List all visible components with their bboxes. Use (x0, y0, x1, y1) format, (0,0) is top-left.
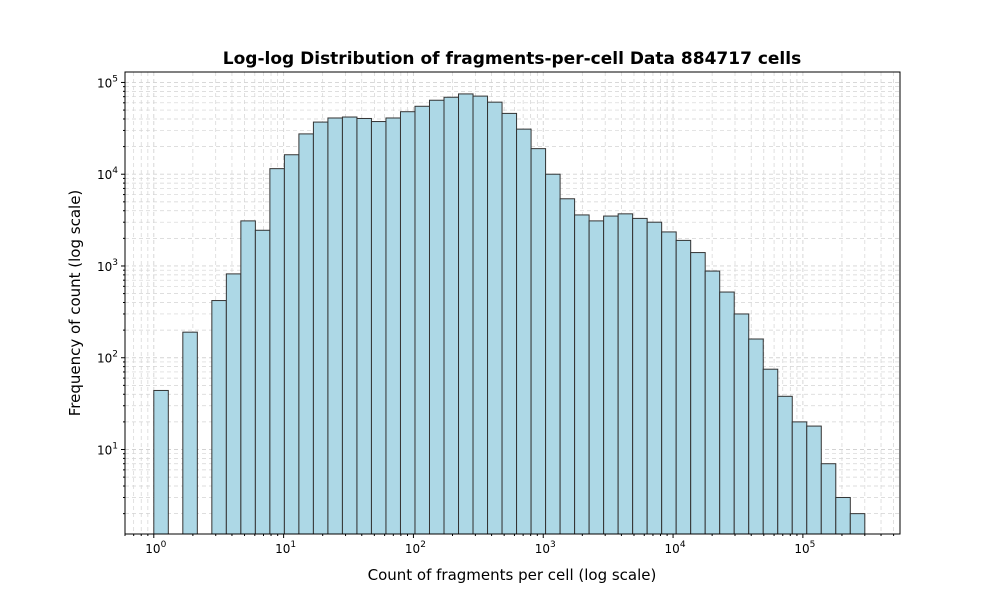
histogram-bar (269, 168, 285, 535)
histogram-bar (385, 117, 401, 535)
histogram-bar (545, 173, 561, 535)
histogram-bar (646, 221, 663, 535)
x-tick-label: 104 (665, 540, 686, 556)
histogram-bar (704, 270, 721, 535)
histogram-bar (225, 273, 242, 535)
histogram-bar (849, 513, 866, 535)
x-tick-label: 103 (535, 540, 556, 556)
histogram-bar (458, 93, 474, 535)
histogram-bar (516, 128, 532, 535)
x-axis-label: Count of fragments per cell (log scale) (368, 566, 657, 584)
histogram-bar (603, 215, 619, 535)
y-tick-label: 105 (97, 74, 118, 90)
histogram-bar (661, 231, 677, 535)
histogram-bar (719, 291, 735, 535)
histogram-bar (791, 421, 808, 535)
histogram-bar (675, 239, 692, 535)
plot-frame (124, 71, 901, 535)
x-tick-label: 105 (794, 540, 815, 556)
y-tick-label: 102 (97, 350, 118, 366)
histogram-bar (443, 96, 460, 535)
histogram-bar (820, 463, 837, 535)
histogram-bar (211, 300, 227, 535)
histogram-bar (748, 338, 764, 535)
histogram-bar (240, 220, 256, 535)
histogram-bar (617, 213, 634, 535)
histogram-bar (762, 368, 779, 535)
histogram-bar (341, 116, 358, 535)
y-tick-label: 104 (97, 166, 118, 182)
axis-ticks (121, 81, 895, 538)
histogram-bar (472, 95, 489, 535)
y-axis-label: Frequency of count (log scale) (66, 190, 84, 417)
y-tick-label: 101 (97, 442, 118, 458)
y-tick-labels: 101 102 103 104 105 (97, 74, 118, 457)
y-tick-label: 103 (97, 258, 118, 274)
x-tick-label: 100 (145, 540, 166, 556)
histogram-bar (370, 121, 387, 535)
histogram-bar (428, 99, 445, 535)
histogram-bar (733, 313, 750, 535)
x-tick-label: 102 (405, 540, 426, 556)
histogram-bar (690, 252, 706, 535)
histogram-bar (356, 117, 372, 535)
histogram-bar (153, 389, 169, 535)
histogram-bar (574, 214, 590, 535)
histogram-bar (399, 111, 416, 535)
histogram-bar (327, 117, 343, 535)
histogram-bar (487, 101, 503, 535)
histogram-bar (283, 154, 300, 535)
histogram-bar (835, 496, 851, 535)
histogram-bar (312, 121, 329, 535)
histogram-bar (414, 105, 430, 535)
histogram-bar (559, 198, 576, 535)
histogram-bar (254, 229, 271, 535)
histogram-bar (182, 331, 198, 535)
histogram-bar (632, 217, 648, 535)
chart-title: Log-log Distribution of fragments-per-ce… (223, 49, 801, 69)
histogram-bar (777, 395, 793, 535)
histogram-bar (588, 220, 605, 535)
histogram-bar (298, 133, 314, 535)
x-tick-labels: 100 101 102 103 104 105 (145, 540, 815, 556)
x-tick-label: 101 (275, 540, 296, 556)
histogram-bar (530, 148, 547, 535)
histogram-bar (501, 112, 518, 535)
histogram-bar (806, 425, 822, 535)
